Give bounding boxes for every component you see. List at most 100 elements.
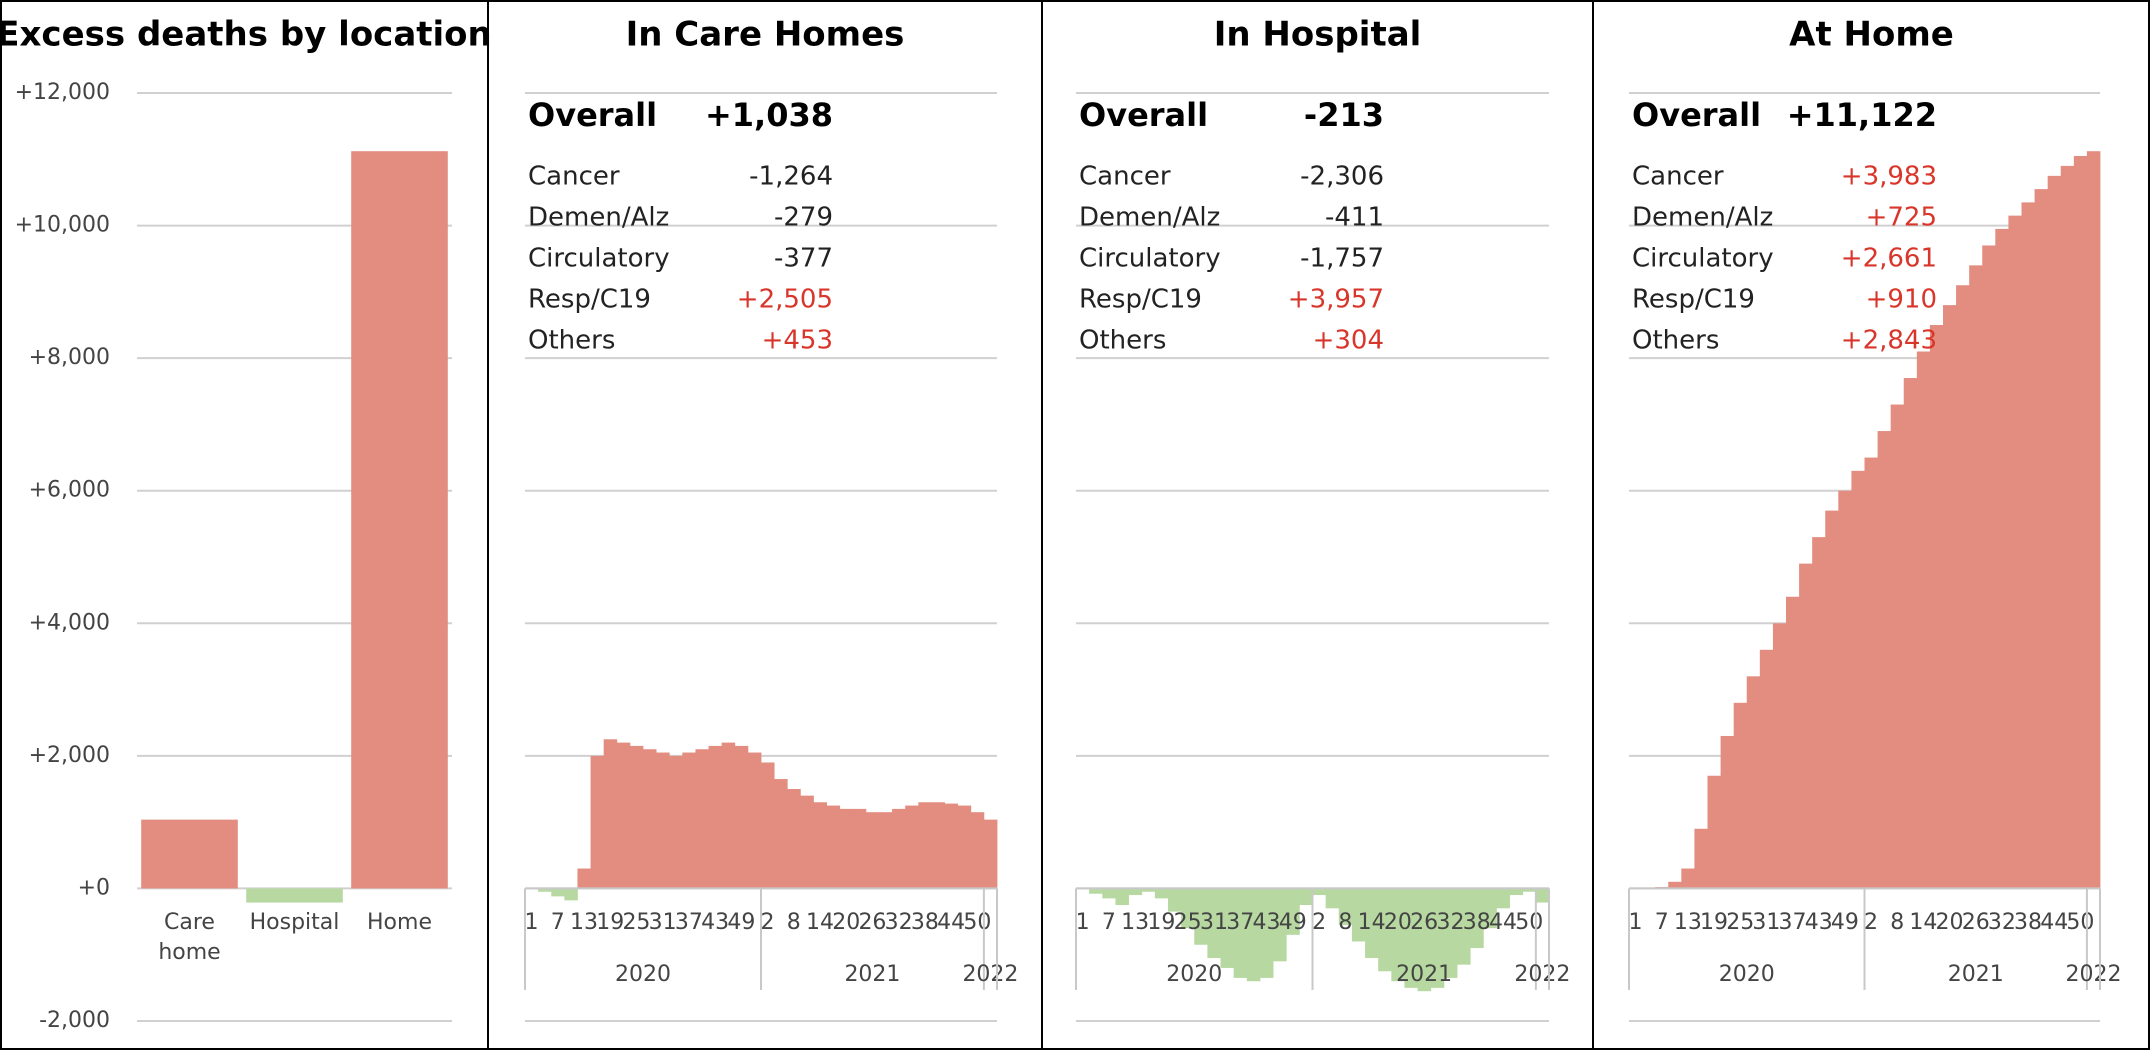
area-column: [1312, 888, 1327, 896]
bar: [351, 151, 448, 889]
area-column: [590, 755, 605, 889]
area-column: [2060, 165, 2075, 889]
area-column: [1220, 888, 1235, 968]
area-column: [839, 808, 854, 889]
row-label: Demen/Alz: [528, 203, 669, 233]
area-column: [2034, 189, 2049, 889]
x-tick-label: 31: [1752, 910, 1780, 935]
area-column: [1903, 378, 1918, 889]
x-tick-label: 2: [1864, 910, 1878, 935]
area-column: [1943, 305, 1957, 889]
area-column: [1404, 888, 1419, 988]
overall-label: Overall: [1632, 96, 1761, 134]
row-label: Resp/C19: [1632, 285, 1755, 315]
x-tick-label: 44: [1489, 910, 1517, 935]
row-value: -279: [774, 203, 833, 233]
area-column: [1207, 888, 1221, 959]
area-column: [1969, 265, 1983, 889]
area-column: [1365, 888, 1379, 959]
x-tick-label: 19: [1700, 910, 1728, 935]
area-column: [1286, 888, 1300, 935]
row-value: +2,505: [737, 285, 833, 315]
area-column: [1864, 457, 1878, 889]
y-tick-label: +6,000: [29, 478, 110, 503]
y-tick-label: +10,000: [15, 213, 110, 238]
area-column: [1299, 888, 1313, 905]
area-column: [1759, 649, 1774, 889]
x-group-label: 2022: [962, 962, 1018, 987]
row-value: -2,306: [1300, 162, 1384, 192]
row-value: +725: [1866, 203, 1937, 233]
x-tick-label: 32: [885, 910, 913, 935]
x-tick-label: 31: [1200, 910, 1228, 935]
area-column: [826, 805, 841, 889]
area-column: [1181, 888, 1195, 929]
x-group-label: 2021: [1396, 962, 1452, 987]
x-tick-label: 7: [1102, 910, 1116, 935]
area-column: [1325, 888, 1340, 909]
x-tick-label: 20: [1384, 910, 1412, 935]
area-column: [1733, 702, 1748, 889]
area-column: [957, 805, 972, 889]
x-tick-label: 20: [1936, 910, 1964, 935]
y-tick-label: +4,000: [29, 610, 110, 635]
x-tick-label: 49: [727, 910, 755, 935]
x-tick-label: 50: [1515, 910, 1543, 935]
area-column: [1154, 888, 1169, 899]
area-column: [1694, 828, 1708, 889]
x-tick-label: 19: [596, 910, 624, 935]
area-column: [983, 819, 998, 889]
x-tick-label: 13: [570, 910, 598, 935]
row-label: Cancer: [528, 162, 620, 192]
row-value: +2,661: [1841, 244, 1937, 274]
row-label: Demen/Alz: [1079, 203, 1220, 233]
x-tick-label: 19: [1147, 910, 1175, 935]
area-column: [892, 808, 906, 889]
y-tick-label: -2,000: [39, 1008, 110, 1033]
row-label: Others: [528, 326, 615, 356]
chart-title: Excess deaths by location: [0, 15, 492, 55]
area-column: [1929, 325, 1944, 889]
row-label: Cancer: [1079, 162, 1171, 192]
x-tick-label: 43: [701, 910, 729, 935]
row-value: +304: [1313, 326, 1384, 356]
x-tick-label: 20: [832, 910, 860, 935]
area-column: [1273, 888, 1287, 962]
area-column: [1812, 537, 1826, 889]
x-tick-label: 31: [649, 910, 677, 935]
area-column: [708, 745, 723, 889]
area-column: [1496, 888, 1510, 909]
area-column: [1483, 888, 1497, 929]
row-value: -377: [774, 244, 833, 274]
x-tick-label: 32: [1988, 910, 2016, 935]
row-label: Demen/Alz: [1632, 203, 1773, 233]
area-column: [747, 752, 762, 889]
area-column: [1825, 510, 1839, 889]
area-column: [656, 752, 670, 889]
row-value: +3,957: [1288, 285, 1384, 315]
area-column: [2021, 202, 2035, 889]
x-tick-label: 26: [1410, 910, 1438, 935]
area-column: [918, 802, 932, 889]
area-column: [931, 802, 945, 889]
area-column: [1338, 888, 1353, 925]
x-group-label: 2020: [1719, 962, 1775, 987]
area-column: [1351, 888, 1366, 942]
row-label: Circulatory: [1079, 244, 1221, 274]
row-value: -1,264: [749, 162, 833, 192]
area-column: [905, 805, 919, 889]
area-column: [1982, 245, 1996, 889]
y-tick-label: +2,000: [29, 743, 110, 768]
area-column: [1246, 888, 1261, 982]
area-column: [1128, 888, 1143, 896]
x-tick-label: 26: [1962, 910, 1990, 935]
area-column: [1233, 888, 1248, 978]
area-column: [1890, 404, 1905, 889]
area-column: [787, 789, 801, 889]
area-column: [603, 739, 618, 889]
area-column: [1851, 470, 1865, 889]
x-group-label: 2020: [615, 962, 671, 987]
overall-value: +11,122: [1787, 96, 1937, 134]
x-tick-label: 43: [1253, 910, 1281, 935]
area-column: [1378, 888, 1392, 972]
